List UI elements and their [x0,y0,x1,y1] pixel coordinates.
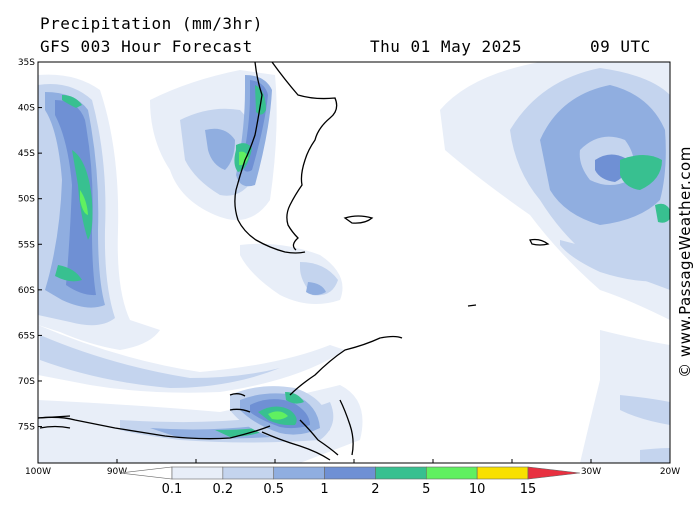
coastline-argentina [271,62,338,251]
lat-label: 50S [18,195,35,205]
lat-label: 40S [18,104,35,114]
forecast-subtitle: GFS 003 Hour Forecast [40,37,253,56]
legend-label: 5 [422,482,430,497]
legend-min-arrow [119,466,173,480]
latitude-axis: 35S 40S 45S 50S 55S 60S 65S 70S 75S [18,58,42,433]
lat-label: 60S [18,286,35,296]
forecast-date: Thu 01 May 2025 [370,37,522,56]
precip-chile-bright [239,151,248,166]
precipitation-field [38,62,670,463]
coastline-islands-west [38,393,251,429]
lon-label: 30W [581,467,601,477]
legend-label: 0.5 [263,482,284,497]
precip-chile-green1 [255,85,266,115]
chart-title: Precipitation (mm/3hr) [40,14,263,33]
precip-east-lower-mid [620,395,670,425]
legend-max-arrow [527,466,581,480]
lon-label: 100W [25,467,51,477]
lat-label: 70S [18,377,35,387]
legend-swatch [171,466,224,480]
lat-label: 45S [18,149,35,159]
precip-cyclone-green1 [620,155,662,190]
lat-label: 35S [18,58,35,68]
coastline-south-orkney [467,304,477,307]
coastline-falklands [343,215,374,224]
coastline-chile [234,62,306,254]
precip-swirl-south-mid [40,335,280,388]
legend-label: 0.2 [213,482,234,497]
forecast-time: 09 UTC [590,37,651,56]
precip-cyclone-arm [560,240,670,282]
legend-label: 10 [469,482,486,497]
precip-chile-swirl-blue [205,128,235,170]
legend-swatch [476,466,529,480]
precip-east-bottom-mid [640,448,670,463]
precip-drake-blue [306,282,326,295]
coastlines [38,62,550,461]
precip-peninsula-bright [268,411,288,420]
precip-band-west-green3 [55,265,82,282]
legend-swatch [425,466,478,480]
precip-cyclone-dark [595,154,627,182]
lat-label: 55S [18,240,35,250]
coastline-antarctica [38,416,331,461]
lat-label: 65S [18,331,35,341]
precip-legend: 0.1 0.2 0.5 1 2 5 10 15 [119,466,581,497]
legend-label: 15 [520,482,537,497]
legend-swatch [375,466,427,480]
legend-swatch [222,466,275,480]
lon-label: 20W [660,467,680,477]
legend-swatch [273,466,325,480]
legend-label: 1 [320,482,328,497]
precip-cyclone-green2 [655,203,670,223]
precip-peninsula-top [285,392,304,404]
precip-band-west-green4 [80,190,88,215]
lat-label: 75S [18,423,35,433]
legend-label: 0.1 [162,482,183,497]
coastline-peninsula [289,335,403,456]
lon-label: 90W [107,467,127,477]
legend-label: 2 [371,482,379,497]
legend-swatch [324,466,376,480]
precip-band-west-green1 [62,95,82,108]
precip-band-west-dark [55,100,96,296]
coastline-south-georgia [529,238,550,246]
